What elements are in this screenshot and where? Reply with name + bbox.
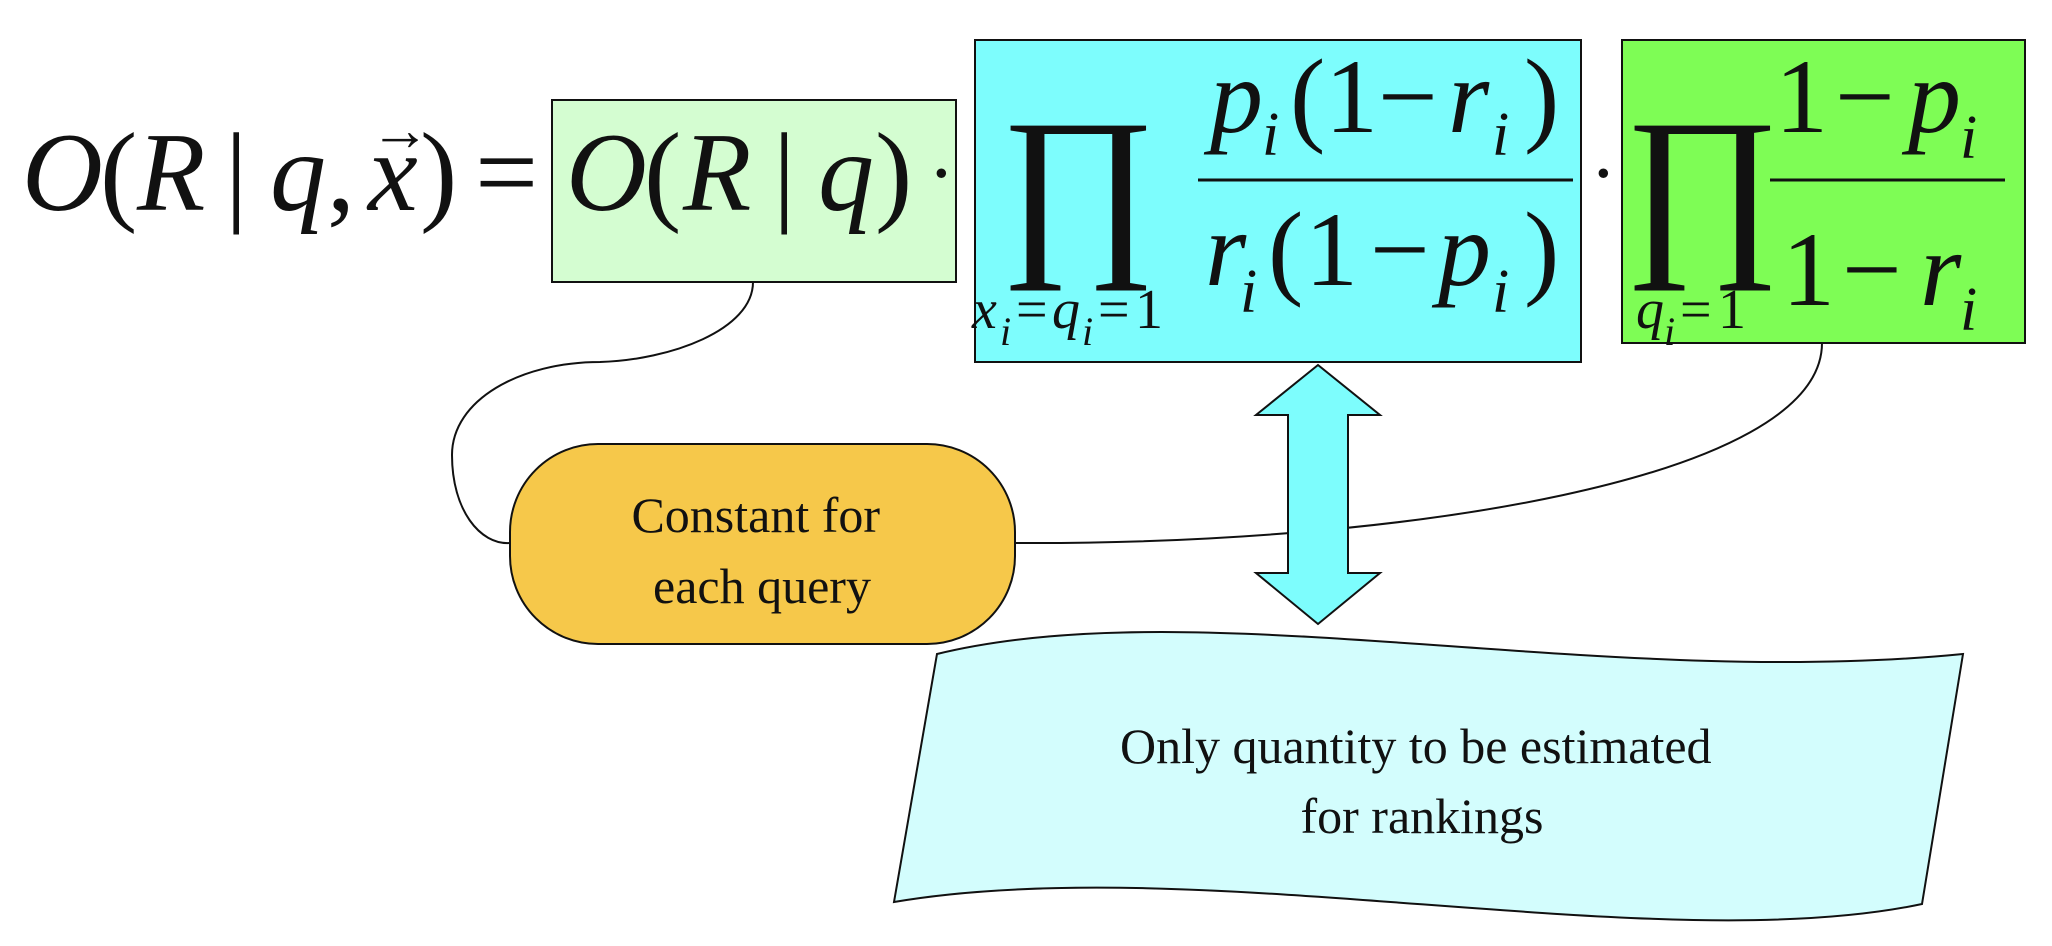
product-symbol-2: ∏ bbox=[1624, 82, 1780, 292]
svg-text:r: r bbox=[1205, 191, 1247, 308]
fraction-1-denominator: r i ( 1 − p i ) bbox=[1205, 191, 1559, 326]
svg-text:q: q bbox=[818, 111, 874, 235]
matching-terms-expression: ∏ x i = q i = 1 p i ( 1 − r i ) r i ( 1 … bbox=[971, 38, 1573, 354]
svg-text:i: i bbox=[1960, 104, 1977, 172]
svg-text:−: − bbox=[1378, 38, 1438, 155]
svg-text:(: ( bbox=[1268, 191, 1303, 308]
svg-text:): ) bbox=[875, 111, 912, 235]
query-terms-box bbox=[1621, 39, 2026, 344]
svg-text:r: r bbox=[1920, 211, 1962, 328]
svg-text:|: | bbox=[773, 111, 795, 235]
svg-text:=: = bbox=[1680, 279, 1712, 341]
svg-text:R: R bbox=[136, 111, 205, 235]
query-terms-expression: ∏ q i = 1 1 − p i 1 − r i bbox=[1624, 38, 2005, 354]
svg-text:1: 1 bbox=[1718, 279, 1746, 341]
svg-text:,: , bbox=[327, 111, 355, 235]
svg-text:x: x bbox=[971, 279, 997, 341]
svg-text:i: i bbox=[1664, 309, 1675, 354]
product-symbol-1: ∏ bbox=[1000, 82, 1156, 292]
odds-query-box bbox=[551, 99, 957, 283]
svg-text:−: − bbox=[1370, 191, 1430, 308]
equals-sign: = bbox=[475, 111, 538, 235]
svg-text:−: − bbox=[1842, 211, 1902, 328]
svg-text:i: i bbox=[1000, 309, 1011, 354]
dot-operator-1: · bbox=[928, 130, 955, 218]
svg-text:Only quantity to be estimated: Only quantity to be estimated for rankin… bbox=[1120, 718, 1724, 844]
double-arrow bbox=[1253, 363, 1383, 626]
svg-text:1: 1 bbox=[1305, 191, 1358, 308]
svg-text:p: p bbox=[1901, 38, 1961, 155]
svg-text:O: O bbox=[566, 111, 647, 235]
estimate-label-line2: for rankings bbox=[1301, 788, 1544, 844]
svg-text:q: q bbox=[1636, 279, 1664, 341]
svg-text:(: ( bbox=[100, 111, 137, 235]
svg-text:=: = bbox=[1098, 279, 1130, 341]
svg-text:i: i bbox=[1492, 101, 1509, 169]
odds-query-expression: O ( R | q ) bbox=[566, 111, 912, 235]
svg-text:p: p bbox=[1431, 191, 1491, 308]
product-2-subscript: q i = 1 bbox=[1636, 279, 1746, 354]
estimate-label-line1: Only quantity to be estimated bbox=[1120, 718, 1712, 774]
dot-operator-2: · bbox=[1590, 130, 1617, 218]
fraction-2-numerator: 1 − p i bbox=[1775, 38, 1977, 172]
svg-text:1: 1 bbox=[1775, 38, 1828, 155]
svg-text:): ) bbox=[1524, 38, 1559, 155]
matching-terms-box bbox=[974, 39, 1582, 363]
svg-text:q: q bbox=[270, 111, 326, 235]
fraction-1-numerator: p i ( 1 − r i ) bbox=[1203, 38, 1559, 169]
svg-text:): ) bbox=[420, 111, 457, 235]
svg-text:i: i bbox=[1082, 309, 1093, 354]
svg-text:q: q bbox=[1052, 279, 1080, 341]
svg-text:1: 1 bbox=[1782, 211, 1835, 328]
constant-label-line1: Constant for bbox=[631, 487, 880, 543]
svg-text:R: R bbox=[682, 111, 751, 235]
svg-text:(: ( bbox=[1290, 38, 1325, 155]
svg-text:1: 1 bbox=[1135, 279, 1163, 341]
svg-text:i: i bbox=[1262, 101, 1279, 169]
lhs-expression: O ( R | q , x → ) = bbox=[22, 97, 538, 235]
svg-text:p: p bbox=[1203, 38, 1263, 155]
svg-text:(: ( bbox=[644, 111, 681, 235]
svg-text:O: O bbox=[22, 111, 103, 235]
constant-label-line2: each query bbox=[653, 558, 871, 614]
svg-text:Constant for each query: Constant for each query bbox=[631, 487, 892, 614]
estimate-callout bbox=[892, 631, 1965, 922]
connector-right bbox=[1014, 342, 1823, 545]
svg-text:i: i bbox=[1240, 258, 1257, 326]
svg-text:−: − bbox=[1835, 38, 1895, 155]
svg-text:i: i bbox=[1492, 258, 1509, 326]
connector-left bbox=[450, 281, 754, 545]
svg-text:i: i bbox=[1960, 276, 1977, 344]
svg-text:x: x bbox=[366, 111, 418, 235]
svg-text:=: = bbox=[1016, 279, 1048, 341]
svg-text:r: r bbox=[1448, 38, 1490, 155]
fraction-2-denominator: 1 − r i bbox=[1782, 211, 1977, 344]
vector-arrow: → bbox=[370, 97, 430, 163]
svg-text:1: 1 bbox=[1325, 38, 1378, 155]
constant-callout bbox=[509, 443, 1016, 645]
product-1-subscript: x i = q i = 1 bbox=[971, 279, 1163, 354]
svg-text:): ) bbox=[1524, 191, 1559, 308]
svg-text:|: | bbox=[225, 111, 247, 235]
